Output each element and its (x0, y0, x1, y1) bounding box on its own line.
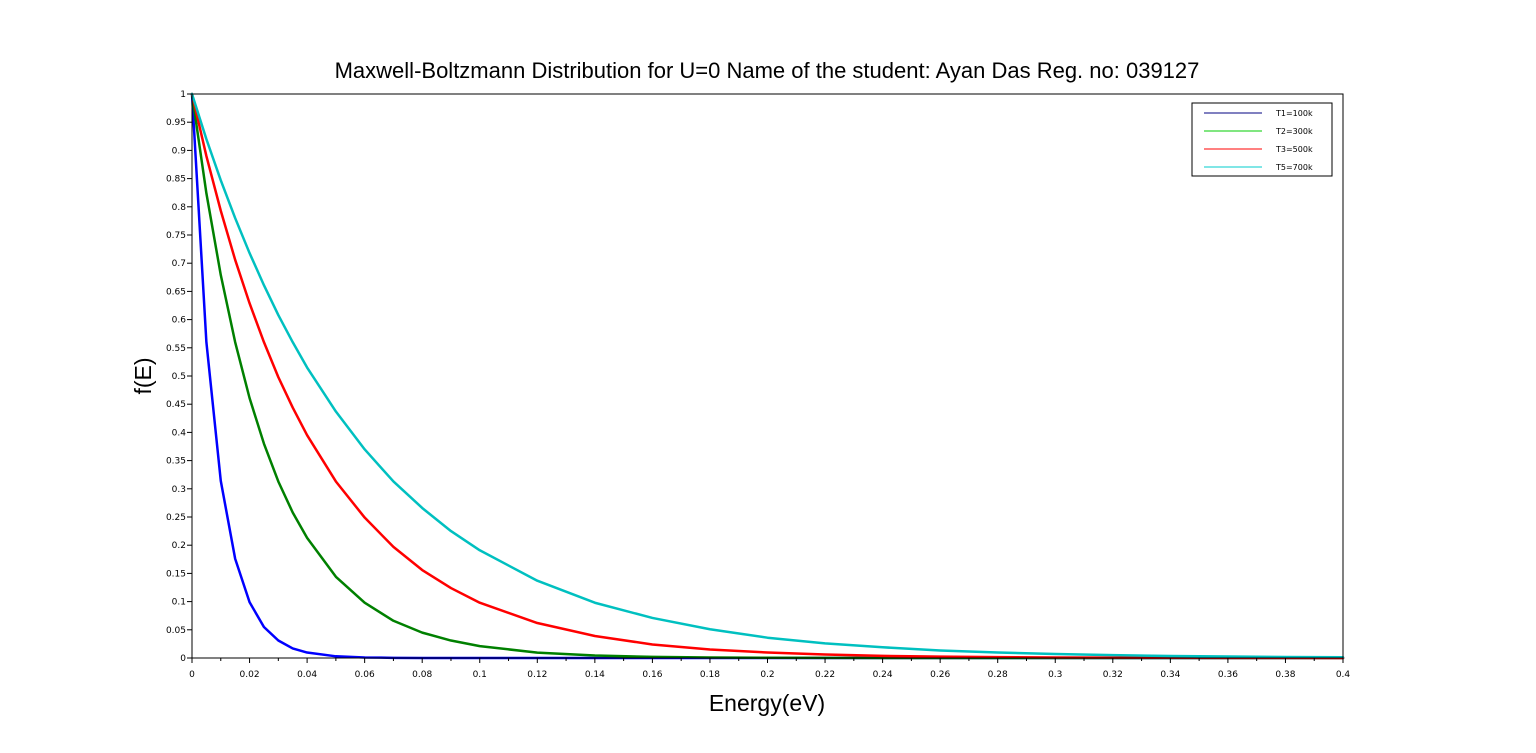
x-tick-label: 0.24 (873, 670, 893, 680)
y-tick-label: 0.85 (166, 175, 186, 185)
legend-label: T3=500k (1275, 145, 1313, 154)
legend-label: T1=100k (1275, 109, 1313, 118)
x-tick-label: 0.08 (412, 670, 432, 680)
y-tick-label: 0.65 (166, 287, 186, 297)
y-tick-label: 0.75 (166, 231, 186, 241)
plot-area (190, 92, 1345, 660)
y-tick-label: 0.2 (172, 541, 186, 551)
x-tick-label: 0.32 (1103, 670, 1123, 680)
x-tick-label: 0.4 (1336, 670, 1351, 680)
y-tick-label: 0.55 (166, 344, 186, 354)
y-axis-label: f(E) (130, 357, 156, 394)
x-tick-label: 0.34 (1160, 670, 1180, 680)
chart-title: Maxwell-Boltzmann Distribution for U=0 N… (335, 58, 1200, 83)
x-tick-label: 0.18 (700, 670, 720, 680)
y-tick-label: 0 (180, 654, 186, 664)
x-tick-label: 0.04 (297, 670, 317, 680)
x-tick-label: 0.1 (473, 670, 487, 680)
x-tick-label: 0.3 (1048, 670, 1062, 680)
y-tick-label: 0.3 (172, 485, 186, 495)
x-tick-label: 0.22 (815, 670, 835, 680)
y-tick-label: 0.05 (166, 626, 186, 636)
y-tick-label: 1 (180, 90, 186, 100)
legend: T1=100k T2=300k T3=500k T5=700k (1191, 102, 1333, 177)
y-tick-label: 0.9 (172, 146, 187, 156)
series-line-t5-700k (190, 92, 1345, 659)
x-tick-label: 0.06 (355, 670, 375, 680)
legend-label: T2=300k (1275, 127, 1313, 136)
x-tick-label: 0.36 (1218, 670, 1238, 680)
legend-box (1191, 102, 1333, 177)
y-tick-label: 0.25 (166, 513, 186, 523)
y-tick-label: 0.8 (172, 203, 187, 213)
x-tick-label: 0.12 (527, 670, 547, 680)
x-axis: 0 0.02 0.04 0.06 0.08 0.1 0.12 0.14 0.16 0.18 0.2 0… (189, 658, 1350, 680)
x-axis-label: Energy(eV) (709, 690, 825, 716)
y-tick-label: 0.95 (166, 118, 186, 128)
legend-label: T5=700k (1275, 163, 1313, 172)
x-tick-label: 0 (189, 670, 195, 680)
y-tick-label: 0.7 (172, 259, 186, 269)
y-tick-label: 0.6 (172, 316, 187, 326)
y-tick-label: 0.35 (166, 457, 186, 467)
x-tick-label: 0.02 (240, 670, 260, 680)
y-axis: 0 0.05 0.1 0.15 0.2 0.25 0.3 0.35 0.4 0.45 0.5 0.55… (166, 90, 192, 664)
x-tick-label: 0.14 (585, 670, 605, 680)
x-tick-label: 0.26 (930, 670, 950, 680)
series-line-t3-500k (190, 92, 1345, 660)
y-tick-label: 0.5 (172, 372, 186, 382)
y-tick-label: 0.4 (172, 428, 187, 438)
y-tick-label: 0.15 (166, 569, 186, 579)
x-tick-label: 0.16 (642, 670, 662, 680)
y-tick-label: 0.1 (172, 598, 186, 608)
x-tick-label: 0.38 (1275, 670, 1295, 680)
x-tick-label: 0.2 (760, 670, 774, 680)
x-tick-label: 0.28 (988, 670, 1008, 680)
y-tick-label: 0.45 (166, 400, 186, 410)
